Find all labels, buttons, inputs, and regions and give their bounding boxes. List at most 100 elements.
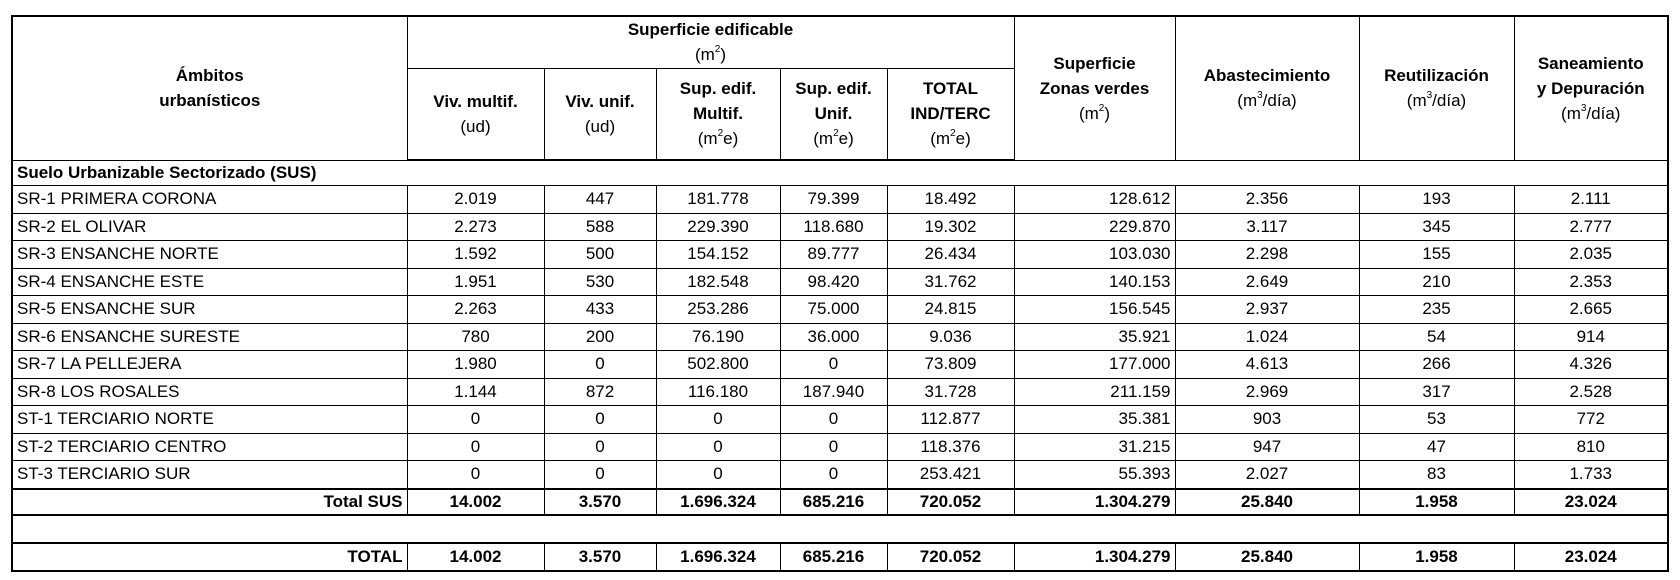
cell-value: 177.000 xyxy=(1013,350,1176,379)
cell-value: 0 xyxy=(543,460,657,489)
cell-value: 103.030 xyxy=(1013,240,1176,269)
cell-value: 79.399 xyxy=(779,185,888,214)
cell-value: 0 xyxy=(406,405,545,434)
cell-value: 181.778 xyxy=(655,185,781,214)
table-row: ST-3 TERCIARIO SUR 0 0 0 0 253.421 55.393 2.027… xyxy=(11,460,1669,489)
blank-cell xyxy=(11,514,1669,543)
row-label: ST-3 TERCIARIO SUR xyxy=(11,460,408,489)
cell-value: 23.024 xyxy=(1513,487,1669,516)
cell-value: 140.153 xyxy=(1013,267,1176,296)
table-row: SR-5 ENSANCHE SUR 2.263 433 253.286 75.000 24… xyxy=(11,295,1669,324)
cell-value: 156.545 xyxy=(1013,295,1176,324)
cell-value: 914 xyxy=(1513,322,1669,351)
cell-value: 1.733 xyxy=(1513,460,1669,489)
cell-value: 500 xyxy=(543,240,657,269)
cell-value: 14.002 xyxy=(406,541,545,571)
cell-value: 2.777 xyxy=(1513,212,1669,241)
cell-value: 0 xyxy=(655,405,781,434)
cell-value: 112.877 xyxy=(886,405,1015,434)
cell-value: 211.159 xyxy=(1013,377,1176,406)
cell-value: 720.052 xyxy=(886,541,1015,571)
header-ambitos: Ámbitos urbanísticos xyxy=(11,15,408,161)
cell-value: 25.840 xyxy=(1174,487,1360,516)
cell-value: 903 xyxy=(1174,405,1360,434)
cell-value: 0 xyxy=(543,432,657,461)
cell-value: 31.762 xyxy=(886,267,1015,296)
cell-value: 53 xyxy=(1358,405,1515,434)
cell-value: 780 xyxy=(406,322,545,351)
cell-value: 24.815 xyxy=(886,295,1015,324)
cell-value: 1.144 xyxy=(406,377,545,406)
row-label: SR-2 EL OLIVAR xyxy=(11,212,408,241)
cell-value: 2.298 xyxy=(1174,240,1360,269)
cell-value: 2.649 xyxy=(1174,267,1360,296)
cell-value: 447 xyxy=(543,185,657,214)
row-label: TOTAL xyxy=(11,541,408,571)
cell-value: 19.302 xyxy=(886,212,1015,241)
cell-value: 1.304.279 xyxy=(1013,541,1176,571)
cell-value: 685.216 xyxy=(779,541,888,571)
cell-value: 1.696.324 xyxy=(655,487,781,516)
cell-value: 35.921 xyxy=(1013,322,1176,351)
cell-value: 0 xyxy=(543,350,657,379)
cell-value: 0 xyxy=(779,405,888,434)
row-label: SR-5 ENSANCHE SUR xyxy=(11,295,408,324)
table-row: SR-2 EL OLIVAR 2.273 588 229.390 118.680 19.3… xyxy=(11,212,1669,241)
cell-value: 54 xyxy=(1358,322,1515,351)
cell-value: 253.286 xyxy=(655,295,781,324)
cell-value: 25.840 xyxy=(1174,541,1360,571)
cell-value: 2.035 xyxy=(1513,240,1669,269)
row-label: Total SUS xyxy=(11,487,408,516)
cell-value: 530 xyxy=(543,267,657,296)
cell-value: 229.390 xyxy=(655,212,781,241)
cell-value: 229.870 xyxy=(1013,212,1176,241)
table-row: SR-3 ENSANCHE NORTE 1.592 500 154.152 89.777… xyxy=(11,240,1669,269)
row-label: ST-2 TERCIARIO CENTRO xyxy=(11,432,408,461)
cell-value: 55.393 xyxy=(1013,460,1176,489)
cell-value: 89.777 xyxy=(779,240,888,269)
row-label: SR-8 LOS ROSALES xyxy=(11,377,408,406)
cell-value: 31.728 xyxy=(886,377,1015,406)
cell-value: 947 xyxy=(1174,432,1360,461)
table-row: SR-1 PRIMERA CORONA 2.019 447 181.778 79.399… xyxy=(11,185,1669,214)
cell-value: 0 xyxy=(543,405,657,434)
cell-value: 23.024 xyxy=(1513,541,1669,571)
cell-value: 14.002 xyxy=(406,487,545,516)
header-reutilizacion: Reutilización (m3/día) xyxy=(1358,15,1515,161)
total-sus-row: Total SUS 14.002 3.570 1.696.324 685.216 720.… xyxy=(11,487,1669,516)
row-label: SR-7 LA PELLEJERA xyxy=(11,350,408,379)
cell-value: 720.052 xyxy=(886,487,1015,516)
header-saneamiento: Saneamiento y Depuración (m3/día) xyxy=(1513,15,1669,161)
cell-value: 118.376 xyxy=(886,432,1015,461)
cell-value: 31.215 xyxy=(1013,432,1176,461)
cell-value: 253.421 xyxy=(886,460,1015,489)
total-row: TOTAL 14.002 3.570 1.696.324 685.216 720.052 1… xyxy=(11,541,1669,571)
cell-value: 187.940 xyxy=(779,377,888,406)
header-sup-edif-multif: Sup. edif. Multif. (m2e) xyxy=(655,67,781,161)
cell-value: 4.326 xyxy=(1513,350,1669,379)
table-row: ST-1 TERCIARIO NORTE 0 0 0 0 112.877 35.381 903… xyxy=(11,405,1669,434)
cell-value: 588 xyxy=(543,212,657,241)
header-viv-unif: Viv. unif. (ud) xyxy=(543,67,657,161)
cell-value: 116.180 xyxy=(655,377,781,406)
cell-value: 210 xyxy=(1358,267,1515,296)
header-viv-multif: Viv. multif. (ud) xyxy=(406,67,545,161)
cell-value: 3.117 xyxy=(1174,212,1360,241)
cell-value: 266 xyxy=(1358,350,1515,379)
cell-value: 26.434 xyxy=(886,240,1015,269)
cell-value: 810 xyxy=(1513,432,1669,461)
cell-value: 502.800 xyxy=(655,350,781,379)
section-title: Suelo Urbanizable Sectorizado (SUS) xyxy=(11,159,1669,186)
cell-value: 2.263 xyxy=(406,295,545,324)
header-total-ind-terc: TOTAL IND/TERC (m2e) xyxy=(886,67,1015,161)
header-superficie-edificable: Superficie edificable (m2) xyxy=(406,15,1015,69)
cell-value: 155 xyxy=(1358,240,1515,269)
header-abastecimiento: Abastecimiento (m3/día) xyxy=(1174,15,1360,161)
cell-value: 2.027 xyxy=(1174,460,1360,489)
cell-value: 2.111 xyxy=(1513,185,1669,214)
cell-value: 83 xyxy=(1358,460,1515,489)
cell-value: 1.696.324 xyxy=(655,541,781,571)
cell-value: 76.190 xyxy=(655,322,781,351)
cell-value: 1.951 xyxy=(406,267,545,296)
blank-row xyxy=(11,514,1669,543)
